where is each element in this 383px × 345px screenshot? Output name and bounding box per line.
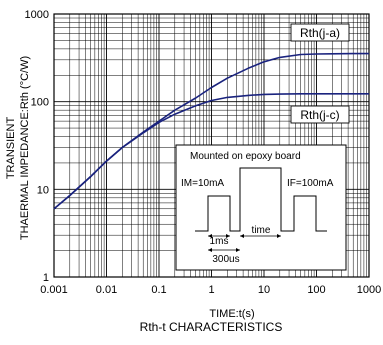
- series-lines: [53, 52, 369, 210]
- legend-rth-jc: Rth(j-c): [290, 105, 350, 124]
- inset-300us-label: 300us: [212, 254, 239, 265]
- x-tick-label: 0.01: [96, 284, 117, 296]
- inset-waveform-line: [195, 167, 327, 232]
- x-tick-label: 0.1: [151, 284, 166, 296]
- inset-if-label: IF=100mA: [287, 178, 334, 189]
- inset-1ms-label: 1ms: [210, 236, 229, 247]
- inset-time-label: time: [252, 225, 271, 236]
- inset-im-label: IM=10mA: [181, 178, 224, 189]
- legend-rth-ja: Rth(j-a): [290, 23, 350, 42]
- x-tick-label: 0.001: [40, 284, 68, 296]
- inset-waveform: Mounted on epoxy board IM=10mA IF=100mA …: [175, 144, 347, 271]
- x-axis-label: TIME:t(s): [209, 308, 254, 320]
- plot-frame: [53, 13, 370, 278]
- y-axis-label-line2: THAERMAL IMPEDANCE:Rth (°C/W): [19, 56, 31, 240]
- y-tick-label: 10: [37, 184, 49, 196]
- legend-rth-jc-label: Rth(j-c): [300, 108, 339, 122]
- series-line-rth-jc: [53, 93, 369, 210]
- tick-labels: 0.001 0.01 0.1 1 10 100 1000 1 10 100 1000: [25, 9, 382, 296]
- inset-title: Mounted on epoxy board: [190, 151, 301, 162]
- legend-rth-ja-label: Rth(j-a): [300, 26, 340, 40]
- y-tick-label: 100: [31, 97, 49, 109]
- x-tick-label: 1: [208, 284, 214, 296]
- y-tick-label: 1000: [25, 9, 49, 21]
- x-tick-label: 100: [307, 284, 325, 296]
- y-axis-label-line1: TRANSIENT: [5, 117, 17, 180]
- x-tick-label: 1000: [357, 284, 381, 296]
- chart-title: Rth-t CHARACTERISTICS: [140, 320, 283, 334]
- inset-frame: [175, 144, 347, 271]
- x-tick-label: 10: [258, 284, 270, 296]
- y-tick-label: 1: [43, 272, 49, 284]
